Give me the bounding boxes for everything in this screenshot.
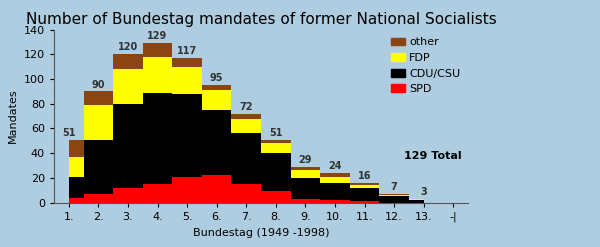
Y-axis label: Mandates: Mandates (8, 89, 18, 144)
Title: Number of Bundestag mandates of former National Socialists: Number of Bundestag mandates of former N… (26, 12, 496, 27)
Text: 72: 72 (239, 102, 253, 112)
Text: 95: 95 (210, 73, 223, 83)
Text: 51: 51 (62, 128, 76, 138)
Text: 24: 24 (328, 161, 341, 171)
Text: 90: 90 (92, 80, 105, 90)
X-axis label: Bundestag (1949 -1998): Bundestag (1949 -1998) (193, 228, 329, 238)
Text: 129: 129 (148, 31, 167, 41)
Text: 120: 120 (118, 42, 138, 53)
Text: 7: 7 (391, 182, 397, 192)
Text: 117: 117 (177, 46, 197, 56)
Text: 129 Total: 129 Total (404, 151, 462, 161)
Text: 51: 51 (269, 128, 283, 138)
Text: 3: 3 (420, 187, 427, 197)
Text: 16: 16 (358, 171, 371, 181)
Text: 29: 29 (299, 155, 312, 165)
Legend: other, FDP, CDU/CSU, SPD: other, FDP, CDU/CSU, SPD (389, 35, 463, 96)
